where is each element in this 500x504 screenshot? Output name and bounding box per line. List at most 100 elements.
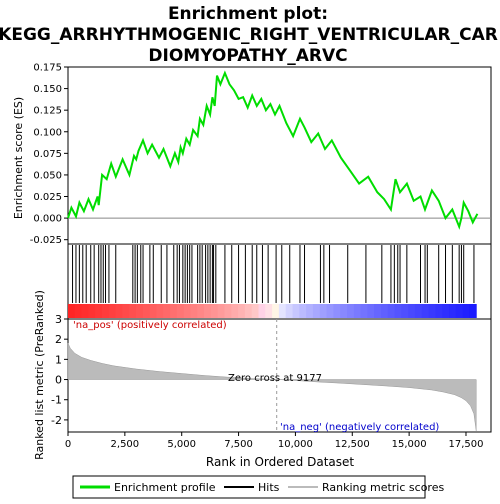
es-y-tick-label: 0.025 [33,192,62,203]
es-y-tick-label: 0.125 [33,106,62,117]
metric-y-tick-label: -2 [51,414,62,427]
es-y-tick-label: 0.000 [33,214,62,225]
color-bar-segment [449,304,457,318]
color-bar-segment [217,304,225,318]
metric-y-tick-label: 3 [55,313,62,326]
color-bar-segment [346,304,355,318]
color-bar-segment [414,304,423,318]
color-bar-segment [374,304,382,318]
color-bar-segment [163,304,171,318]
color-bar-segment [244,304,253,318]
x-axis-label: Rank in Ordered Dataset [206,455,354,469]
color-bar-segment [142,304,151,318]
zero-cross-label: Zero cross at 9177 [228,373,322,384]
color-bar-segment [136,304,144,318]
x-tick-label: 7,500 [224,439,253,450]
color-bar-segment [258,304,266,318]
es-panel-frame [67,66,492,245]
color-bar-segment [190,304,198,318]
color-bar-segment [176,304,185,318]
enrichment-profile-line [67,70,479,230]
es-y-tick-label: 0.175 [33,63,62,74]
color-bar-segment [299,304,307,318]
chart-title-line-2: KEGG_ARRHYTHMOGENIC_RIGHT_VENTRICULAR_CA… [0,25,498,45]
color-bar-segment [129,304,137,318]
color-bar-segment [340,304,348,318]
color-bar-segment [353,304,362,318]
chart-title-line-1: Enrichment plot: [168,4,328,24]
color-bar-segment [272,304,280,318]
color-bar-segment [183,304,191,318]
color-bar-segment [285,304,294,318]
color-bar-segment [319,304,328,318]
color-bar-segment [435,304,443,318]
color-bar-segment [88,304,96,318]
metric-y-tick-label: 2 [55,333,62,346]
color-bar-segment [156,304,164,318]
color-bar-segment [102,304,110,318]
x-tick-label: 10,000 [278,439,313,450]
color-bar-segment [224,304,232,318]
color-bar-segment [469,304,477,318]
color-bar-segment [387,304,396,318]
metric-y-tick-label: 1 [55,353,62,366]
es-y-ticks: 0.175 0.150 0.125 0.100 0.075 0.050 0.025 0.000… [30,63,68,246]
hit-lines [72,245,475,303]
metric-y-tick-label: -1 [51,394,62,407]
x-tick-label: 17,500 [448,439,483,450]
color-bar-segment [394,304,402,318]
color-bar-segment [462,304,470,318]
rank-color-bar [68,304,477,318]
color-bar-segment [442,304,450,318]
metric-y-axis-label: Ranked list metric (PreRanked) [33,290,46,460]
color-bar-segment [278,304,287,318]
color-bar-segment [401,304,409,318]
pos-label: 'na_pos' (positively correlated) [73,320,227,331]
color-bar-segment [326,304,334,318]
color-bar-segment [95,304,103,318]
color-bar-segment [380,304,389,318]
es-y-tick-label: -0.025 [30,235,62,246]
color-bar-segment [122,304,130,318]
color-bar-segment [149,304,157,318]
color-bar-segment [238,304,246,318]
x-tick-label: 0 [65,439,71,450]
es-y-tick-label: 0.100 [33,127,62,138]
color-bar-segment [74,304,83,318]
x-axis-ticks: 0 2,500 5,000 7,500 10,000 12,500 15,000 17,500 [65,432,483,450]
color-bar-segment [81,304,89,318]
legend-hits-label: Hits [258,481,280,494]
legend-metric-label: Ranking metric scores [322,481,444,494]
color-bar-segment [333,304,341,318]
es-y-axis-label: Enrichment score (ES) [12,97,25,219]
color-bar-segment [306,304,314,318]
x-tick-label: 2,500 [111,439,140,450]
metric-y-tick-label: 0 [55,374,62,387]
color-bar-segment [204,304,212,318]
color-bar-segment [170,304,178,318]
color-bar-segment [292,304,300,318]
metric-y-ticks: 3 2 1 0 -1 -2 [51,313,68,427]
color-bar-segment [251,304,260,318]
chart-title-line-3: DIOMYOPATHY_ARVC [148,46,347,66]
x-tick-label: 12,500 [335,439,370,450]
color-bar-segment [210,304,219,318]
legend-enrichment-label: Enrichment profile [114,481,216,494]
color-bar-segment [455,304,464,318]
x-tick-label: 15,000 [392,439,427,450]
es-y-tick-label: 0.075 [33,149,62,160]
color-bar-segment [360,304,368,318]
es-y-tick-label: 0.050 [33,170,62,181]
color-bar-segment [231,304,239,318]
x-tick-label: 5,000 [167,439,196,450]
color-bar-segment [428,304,436,318]
neg-label: 'na_neg' (negatively correlated) [280,422,439,433]
color-bar-segment [115,304,123,318]
color-bar-segment [197,304,205,318]
ranking-metric-area [67,343,477,432]
color-bar-segment [367,304,375,318]
es-y-tick-label: 0.150 [33,84,62,95]
color-bar-segment [312,304,321,318]
